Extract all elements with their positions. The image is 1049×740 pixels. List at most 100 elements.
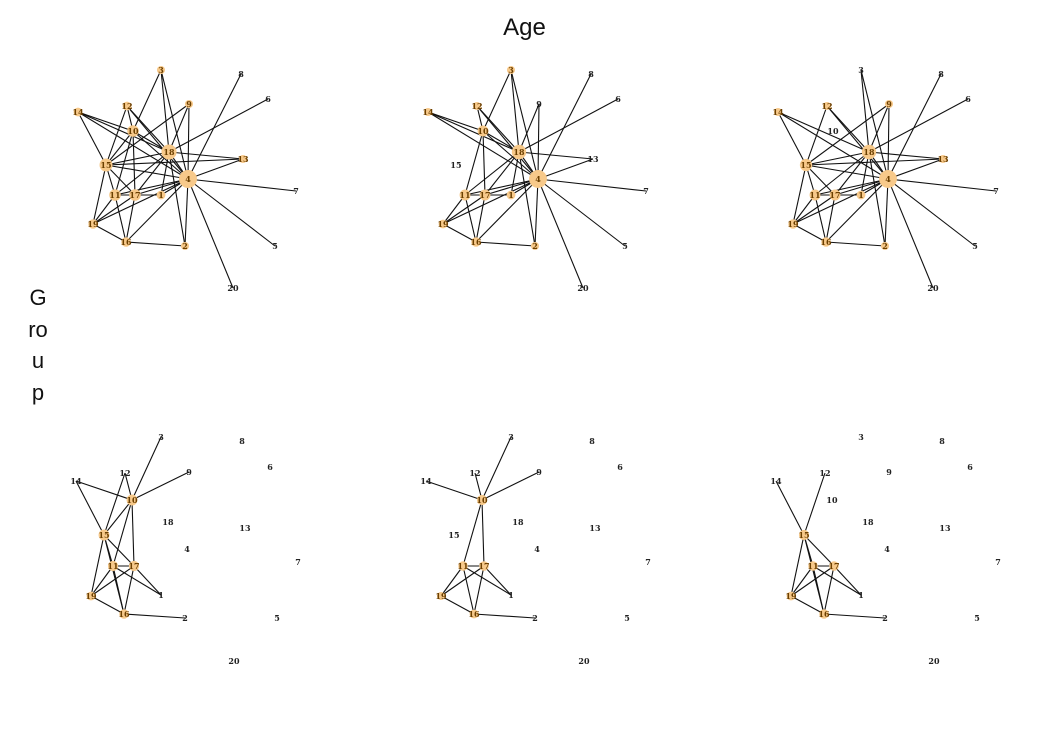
edge	[475, 241, 536, 247]
edge	[481, 436, 512, 501]
node-label: 8	[938, 69, 944, 79]
node-label: 9	[186, 99, 192, 109]
node-label: 7	[645, 557, 651, 567]
node-label: 13	[589, 523, 601, 533]
edge	[537, 158, 594, 180]
edge	[131, 499, 135, 567]
edge	[92, 194, 136, 225]
node-label: 2	[182, 241, 188, 251]
node-label: 8	[239, 436, 245, 446]
edge	[805, 164, 836, 196]
edge	[868, 151, 886, 247]
node	[128, 560, 140, 572]
node-label: 5	[972, 241, 978, 251]
edge	[187, 178, 234, 289]
edge	[133, 565, 162, 596]
edge	[187, 158, 244, 180]
node-label: 3	[508, 432, 514, 442]
node-label: 10	[826, 495, 838, 505]
edge	[805, 151, 870, 166]
node	[127, 125, 139, 137]
node-label: 1	[858, 190, 864, 200]
edge	[160, 69, 189, 180]
node-label: 5	[974, 613, 980, 623]
edge	[825, 178, 889, 243]
node-label: 20	[577, 283, 589, 293]
node-label: 9	[186, 467, 192, 477]
edge	[440, 565, 485, 597]
node-label: 18	[513, 147, 525, 157]
edge	[823, 565, 835, 615]
node	[86, 591, 96, 601]
node	[506, 190, 516, 200]
node-label: 17	[478, 561, 489, 571]
node-label: 9	[886, 99, 892, 109]
edge	[887, 73, 942, 180]
node-label: 13	[587, 154, 599, 164]
node-label: 8	[238, 69, 244, 79]
edge	[90, 565, 114, 597]
node-label: 14	[420, 476, 432, 486]
node-label: 2	[882, 613, 888, 623]
node-label: 20	[927, 283, 939, 293]
edge	[473, 565, 485, 615]
node	[477, 125, 489, 137]
node-label: 10	[126, 495, 138, 505]
node-label: 17	[128, 561, 139, 571]
edge	[860, 151, 870, 196]
node-label: 16	[468, 609, 480, 619]
node	[459, 189, 471, 201]
edge	[775, 480, 805, 536]
node-label: 18	[512, 517, 524, 527]
node-label: 17	[828, 561, 839, 571]
edge	[123, 565, 135, 615]
node-label: 12	[821, 101, 832, 111]
node-label: 6	[965, 94, 971, 104]
edge	[442, 178, 539, 225]
edge	[803, 534, 835, 567]
node-label: 15	[800, 160, 811, 170]
edge	[887, 178, 934, 289]
edge	[481, 499, 485, 567]
node-label: 17	[479, 190, 490, 200]
node-label: 16	[470, 237, 482, 247]
edge	[483, 565, 512, 596]
edge	[464, 178, 539, 196]
node	[938, 154, 948, 164]
edge	[518, 98, 619, 153]
edge	[777, 111, 870, 153]
node-label: 16	[118, 609, 130, 619]
node-label: 5	[272, 241, 278, 251]
edge	[464, 151, 520, 196]
edge	[77, 111, 170, 153]
edge	[125, 178, 189, 243]
edge	[184, 178, 189, 247]
node	[73, 107, 83, 117]
node-label: 4	[185, 174, 191, 184]
node-label: 9	[536, 467, 542, 477]
edge	[126, 105, 189, 180]
edge	[132, 130, 136, 196]
edge	[464, 194, 477, 243]
node-label: 20	[227, 283, 239, 293]
node	[530, 241, 540, 251]
node-label: 5	[624, 613, 630, 623]
edge	[537, 73, 592, 180]
node-label: 12	[819, 468, 830, 478]
edge	[834, 178, 889, 196]
edge	[187, 73, 242, 180]
edge	[481, 471, 540, 501]
node	[99, 158, 113, 172]
node-label: 1	[158, 190, 164, 200]
node	[88, 219, 98, 229]
edge	[814, 194, 827, 243]
node	[506, 65, 516, 75]
node-label: 14	[72, 107, 84, 117]
node	[529, 170, 547, 188]
edge	[134, 178, 189, 196]
edge	[464, 130, 484, 196]
node	[122, 101, 132, 111]
node	[179, 170, 197, 188]
